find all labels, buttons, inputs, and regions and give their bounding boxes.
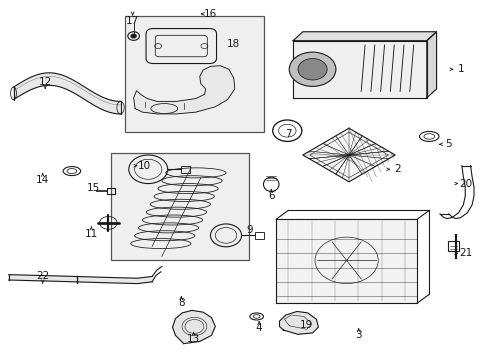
Polygon shape [14, 73, 120, 114]
Text: 14: 14 [36, 175, 49, 185]
Polygon shape [279, 311, 318, 334]
Text: 1: 1 [457, 64, 463, 74]
Polygon shape [9, 275, 152, 284]
Bar [255, 232, 264, 239]
Circle shape [288, 52, 335, 86]
Text: 10: 10 [138, 161, 151, 171]
Polygon shape [292, 41, 426, 98]
Text: 19: 19 [300, 320, 313, 330]
Text: 8: 8 [178, 298, 184, 308]
Text: 15: 15 [87, 183, 100, 193]
Text: 6: 6 [267, 191, 274, 201]
Text: 4: 4 [255, 323, 262, 333]
Bar [111, 153, 249, 260]
Text: 7: 7 [285, 129, 291, 139]
Text: 22: 22 [36, 271, 49, 282]
Polygon shape [276, 219, 416, 303]
Polygon shape [426, 32, 436, 98]
Bar [181, 166, 190, 173]
Bar [125, 16, 264, 132]
Circle shape [130, 34, 136, 38]
Text: 2: 2 [393, 164, 400, 174]
Text: 3: 3 [355, 330, 361, 341]
Circle shape [297, 59, 326, 80]
Text: 16: 16 [203, 9, 217, 19]
Text: 20: 20 [458, 179, 471, 189]
Polygon shape [292, 32, 436, 41]
Polygon shape [172, 310, 215, 343]
Text: 13: 13 [186, 334, 200, 344]
Bar [107, 188, 115, 194]
Text: 5: 5 [445, 139, 451, 149]
Bar [447, 241, 458, 251]
Polygon shape [133, 66, 234, 114]
Text: 21: 21 [458, 248, 471, 258]
Polygon shape [302, 128, 394, 182]
Text: 18: 18 [227, 39, 240, 49]
Text: 9: 9 [245, 225, 252, 235]
Text: 11: 11 [84, 229, 98, 239]
Text: 12: 12 [39, 77, 52, 87]
Text: 17: 17 [126, 16, 139, 26]
